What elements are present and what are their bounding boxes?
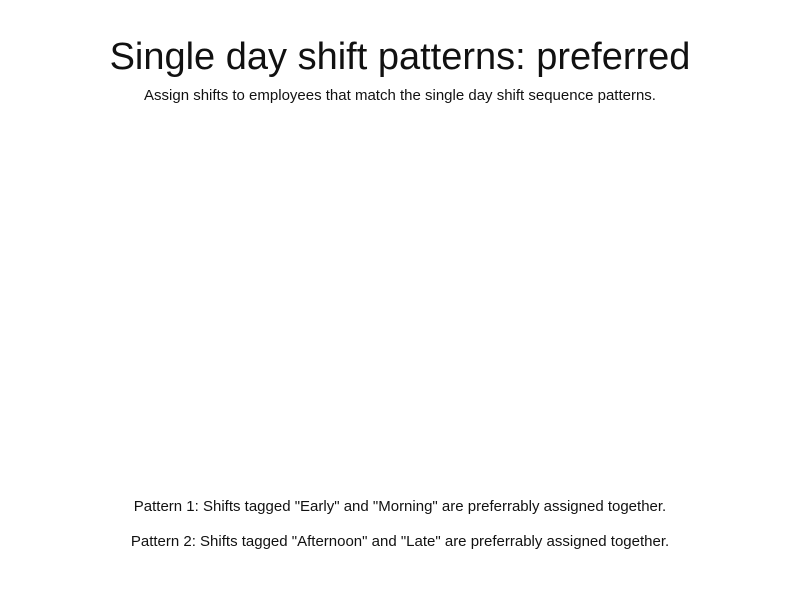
- pattern-item: Pattern 2: Shifts tagged "Afternoon" and…: [130, 533, 670, 550]
- page-subtitle: Assign shifts to employees that match th…: [144, 87, 656, 104]
- pattern-list: Pattern 1: Shifts tagged "Early" and "Mo…: [0, 497, 800, 552]
- pattern-item: Pattern 1: Shifts tagged "Early" and "Mo…: [133, 498, 667, 515]
- page-title: Single day shift patterns: preferred: [109, 36, 691, 78]
- content-area: [0, 120, 800, 490]
